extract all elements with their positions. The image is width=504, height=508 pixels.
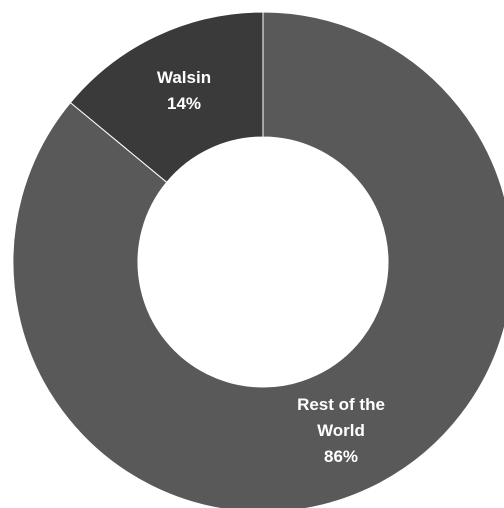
donut-slice-0 bbox=[69, 11, 264, 184]
slice-value-label: 86% bbox=[324, 447, 358, 466]
slice-label-1: Rest of the World 86% bbox=[297, 395, 385, 466]
donut-slices bbox=[12, 11, 504, 508]
slice-value-label: 14% bbox=[167, 94, 201, 113]
donut-slice-1 bbox=[12, 11, 504, 508]
slice-label-0: Walsin 14% bbox=[157, 68, 211, 113]
slice-name-label: Rest of the bbox=[297, 395, 385, 414]
donut-labels: Walsin 14% Rest of the World 86% bbox=[157, 68, 385, 466]
slice-name-label: World bbox=[317, 421, 365, 440]
slice-name-label: Walsin bbox=[157, 68, 211, 87]
